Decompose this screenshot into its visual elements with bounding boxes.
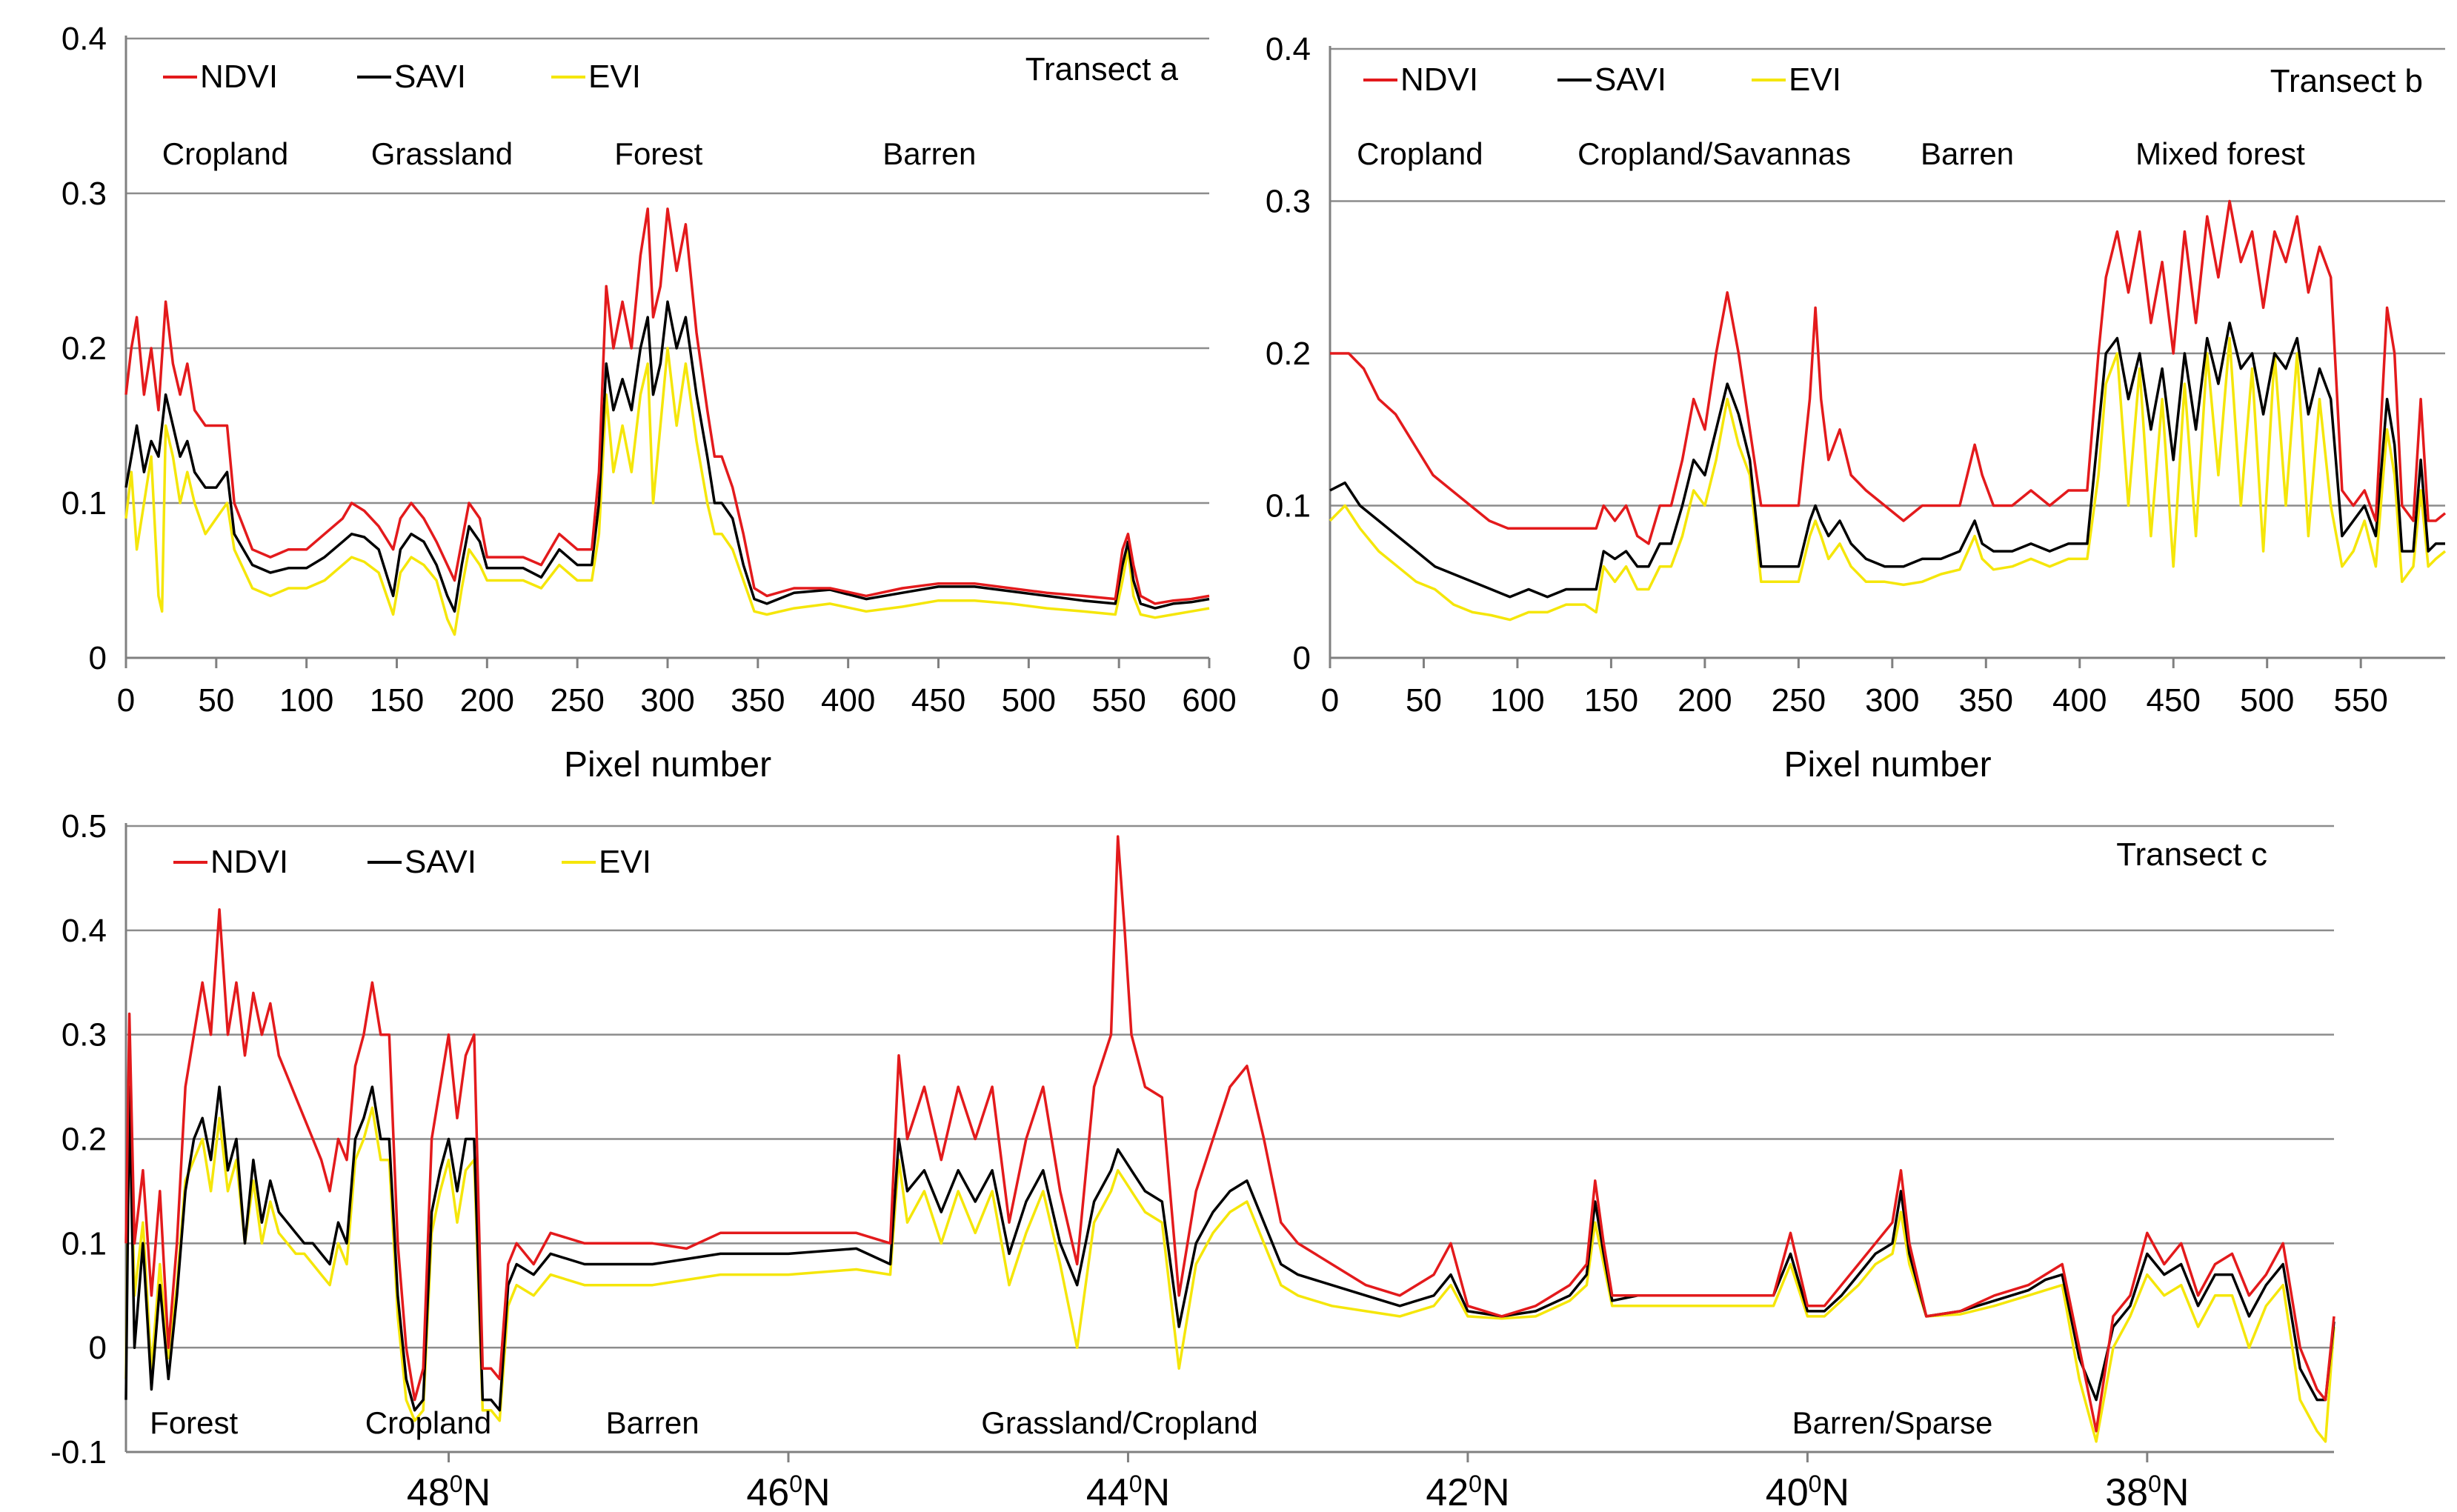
panel-title: Transect b (2270, 63, 2423, 99)
x-tick-label: 150 (370, 682, 424, 719)
x-tick-label: 350 (731, 682, 785, 719)
x-tick-label: 150 (1584, 682, 1638, 719)
x-tick-label: 450 (911, 682, 965, 719)
region-label: Grassland (371, 136, 513, 171)
x-axis-title: Pixel number (1783, 745, 1991, 785)
y-tick-label: 0.1 (61, 1225, 107, 1262)
region-label: Cropland/Savannas (1577, 136, 1851, 171)
legend-label-evi: EVI (599, 844, 651, 880)
x-tick-label: 550 (2333, 682, 2387, 719)
y-tick-label: 0.2 (61, 1122, 107, 1158)
x-tick-label: 440N (1086, 1471, 1170, 1512)
x-tick-label: 550 (1091, 682, 1146, 719)
x-tick-label: 0 (1321, 682, 1339, 719)
chart-transect-b: 0 0.1 0.2 0.3 0.4 0 50 100 150 200 250 300 350 400 450… (1266, 31, 2447, 785)
x-tick-label: 380N (2105, 1471, 2189, 1512)
x-tick-label: 250 (1772, 682, 1826, 719)
y-tick-label: 0 (1293, 640, 1311, 676)
x-tick-label: 400 (2052, 682, 2107, 719)
y-tick-label: 0.2 (1266, 336, 1311, 372)
legend-label-evi: EVI (588, 59, 641, 95)
x-tick-label: 400 (821, 682, 875, 719)
series-line-evi (124, 347, 1210, 636)
legend-label-evi: EVI (1789, 61, 1841, 98)
x-tick-label: 500 (1002, 682, 1056, 719)
legend-label-ndvi: NDVI (210, 844, 288, 880)
y-tick-label: 0.4 (61, 21, 107, 57)
region-label: Cropland (162, 136, 288, 171)
x-tick-label: 50 (198, 682, 234, 719)
y-tick-label: 0 (89, 1330, 107, 1366)
chart-transect-a: 0 0.1 0.2 0.3 0.4 0 50 100 150 200 250 300 350 400 450… (61, 21, 1237, 785)
region-label: Forest (150, 1405, 238, 1440)
x-axis-title: Pixel number (564, 745, 771, 785)
region-label: Barren/Sparse (1792, 1405, 1993, 1440)
y-tick-label: 0.4 (61, 913, 107, 949)
x-tick-label: 0 (117, 682, 135, 719)
y-tick-label: 0.5 (61, 808, 107, 845)
region-label: Barren (882, 136, 976, 171)
y-tick-label: 0.1 (1266, 488, 1311, 524)
y-tick-label: 0 (89, 640, 107, 676)
x-tick-label: 100 (279, 682, 333, 719)
x-tick-label: 420N (1426, 1471, 1509, 1512)
y-tick-label: 0.3 (61, 176, 107, 212)
region-label: Cropland (365, 1405, 491, 1440)
series-line-ndvi (124, 207, 1210, 605)
y-tick-label: 0.3 (61, 1017, 107, 1053)
y-tick-label: 0.4 (1266, 31, 1311, 67)
series-line-ndvi (1330, 199, 2447, 545)
x-tick-label: 300 (1865, 682, 1919, 719)
x-tick-label: 100 (1490, 682, 1544, 719)
region-label: Forest (614, 136, 702, 171)
x-tick-label: 600 (1182, 682, 1236, 719)
x-tick-label: 200 (460, 682, 514, 719)
legend-label-savi: SAVI (405, 844, 476, 880)
legend-label-savi: SAVI (394, 59, 466, 95)
x-tick-label: 480N (407, 1471, 491, 1512)
region-label: Barren (606, 1405, 699, 1440)
region-label: Grassland/Cropland (981, 1405, 1258, 1440)
series-line-savi (1329, 322, 2445, 599)
x-tick-label: 50 (1406, 682, 1442, 719)
legend-label-savi: SAVI (1595, 61, 1666, 98)
region-label: Cropland (1357, 136, 1483, 171)
x-tick-label: 200 (1678, 682, 1732, 719)
x-tick-label: 450 (2147, 682, 2201, 719)
panel-title: Transect c (2116, 836, 2267, 873)
x-tick-label: 250 (550, 682, 604, 719)
x-tick-label: 300 (640, 682, 694, 719)
chart-transect-c: -0.1 0 0.1 0.2 0.3 0.4 0.5 480N 460N 440N 420N 400N… (50, 808, 2335, 1512)
legend-label-ndvi: NDVI (1400, 61, 1478, 98)
legend-label-ndvi: NDVI (200, 59, 278, 95)
series-line-savi (124, 300, 1210, 613)
y-tick-label: 0.1 (61, 485, 107, 522)
x-tick-label: 400N (1766, 1471, 1849, 1512)
series-line-evi (1329, 336, 2447, 622)
region-label: Mixed forest (2135, 136, 2305, 171)
series-line-ndvi (124, 835, 2335, 1433)
x-tick-label: 500 (2240, 682, 2294, 719)
panel-title: Transect a (1025, 51, 1179, 87)
x-tick-label: 460N (746, 1471, 830, 1512)
y-tick-label: 0.3 (1266, 184, 1311, 220)
y-tick-label: 0.2 (61, 330, 107, 367)
x-tick-label: 350 (1959, 682, 2013, 719)
region-label: Barren (1921, 136, 2014, 171)
y-tick-label: -0.1 (50, 1434, 107, 1471)
